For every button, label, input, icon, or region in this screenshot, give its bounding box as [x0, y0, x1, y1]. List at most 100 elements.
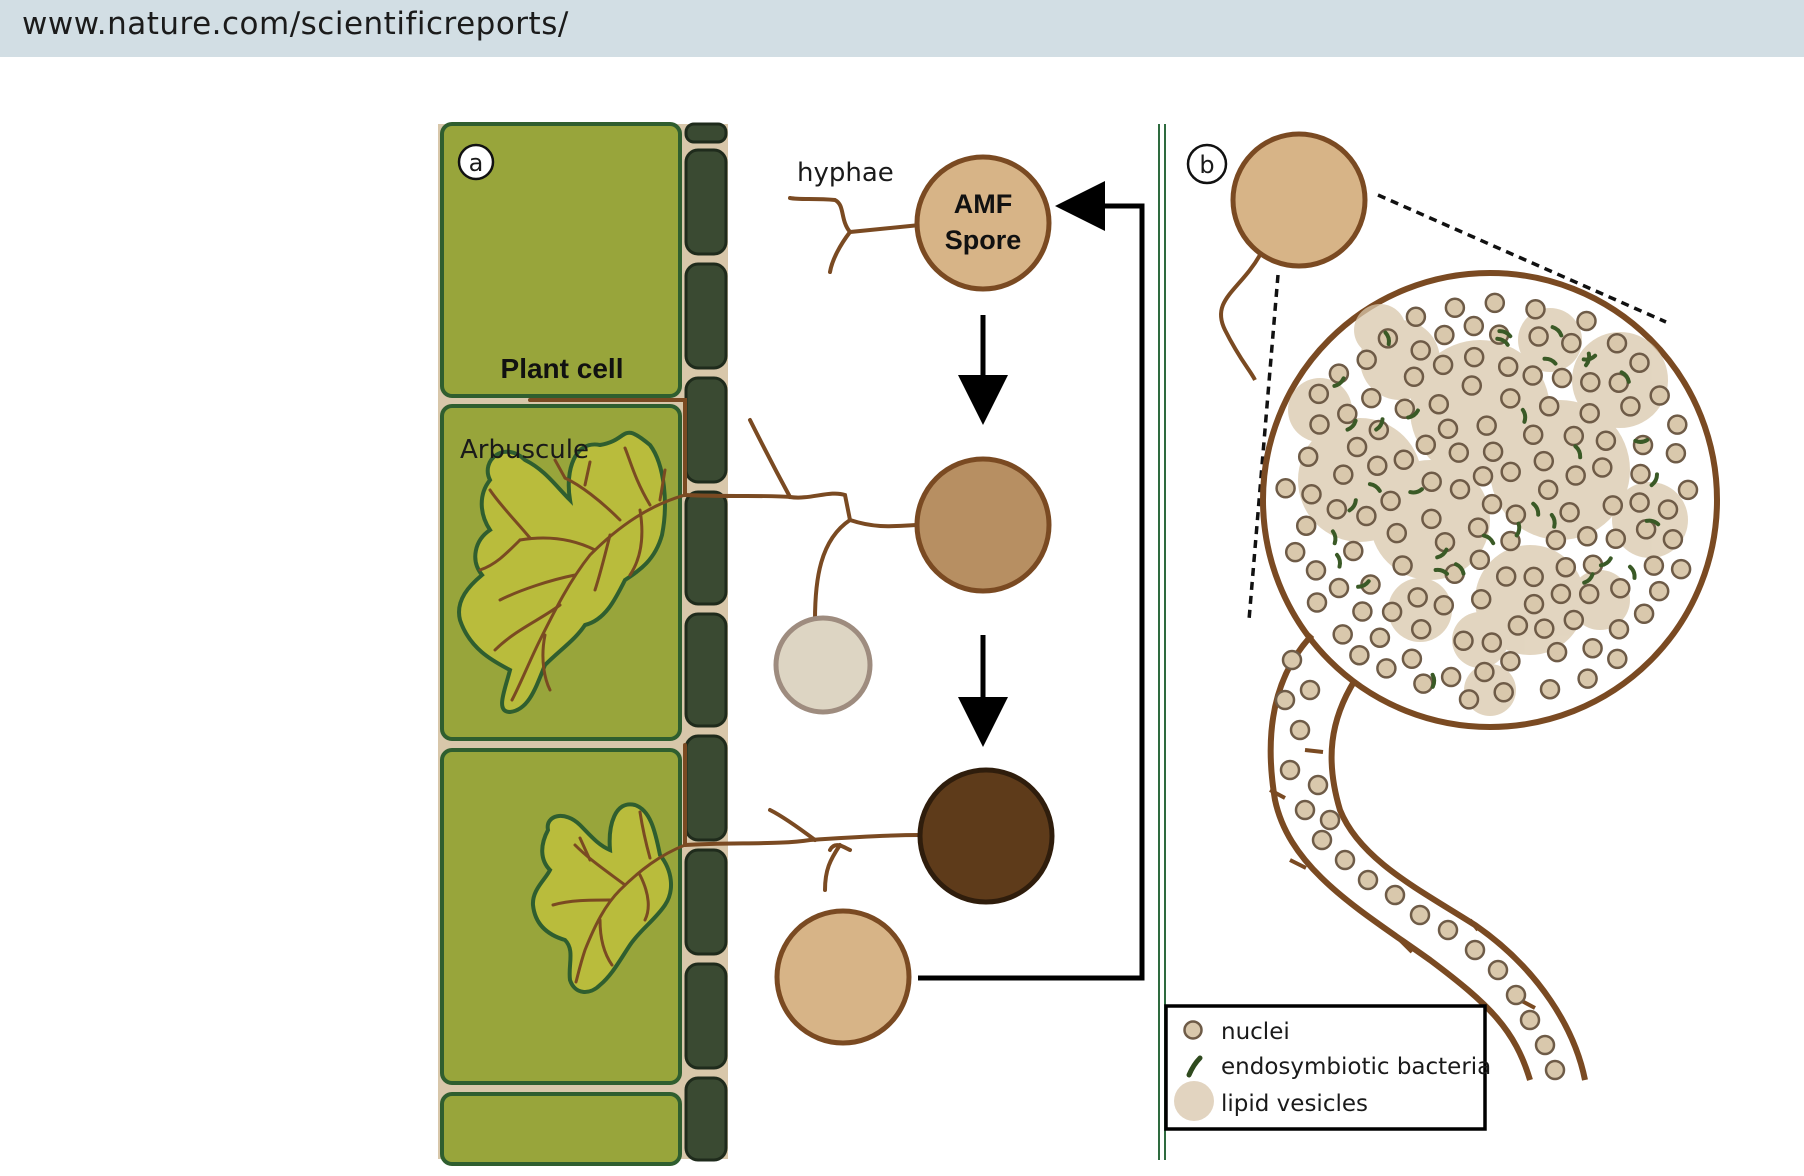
bacterium — [1531, 501, 1541, 517]
amf-spore — [914, 154, 1052, 292]
nucleus — [1461, 375, 1483, 396]
legend-box — [1164, 1004, 1487, 1131]
nucleus — [1561, 332, 1582, 354]
nucleus — [1665, 443, 1687, 464]
panel-b: b — [1164, 131, 1720, 1131]
bacterium — [1435, 547, 1449, 560]
bacterium — [1330, 529, 1338, 546]
panel-a-badge — [457, 143, 495, 181]
nucleus — [1384, 884, 1406, 906]
bacterium — [1335, 552, 1342, 569]
nucleus — [1632, 434, 1654, 456]
bacterium — [1644, 518, 1661, 527]
nucleus — [1401, 648, 1423, 670]
tube-wall-left — [1267, 632, 1533, 1081]
nucleus — [1493, 682, 1514, 703]
bacterium — [1582, 572, 1595, 585]
nucleus — [1346, 436, 1368, 458]
nucleus — [1305, 560, 1327, 581]
bacterium — [1383, 330, 1391, 347]
spore-maturing — [914, 456, 1052, 594]
plant-cell-1 — [440, 122, 682, 398]
nucleus — [1464, 939, 1486, 961]
nucleus — [1528, 326, 1549, 347]
bacterium — [1495, 336, 1510, 347]
bacterium — [1550, 325, 1564, 338]
nuclei-group — [1274, 292, 1699, 1081]
nucleus — [1539, 678, 1561, 700]
spore-pale — [773, 615, 873, 715]
nucleus — [1392, 555, 1413, 576]
nucleus — [1410, 340, 1431, 361]
plant-cell-4 — [440, 1092, 682, 1166]
nucleus — [1474, 661, 1495, 683]
bacterium — [1581, 353, 1598, 362]
nucleus — [1299, 679, 1321, 701]
bacterium — [1497, 329, 1513, 339]
nucleus — [1437, 919, 1459, 941]
nucleus — [1534, 1034, 1556, 1056]
bacterium — [1619, 370, 1631, 384]
nucleus — [1500, 388, 1521, 409]
nucleus — [1472, 465, 1494, 487]
nucleus — [1522, 365, 1543, 386]
bacterium — [1514, 521, 1522, 538]
nucleus — [1579, 402, 1600, 424]
nucleus — [1369, 627, 1391, 648]
nucleus — [1500, 461, 1521, 483]
nucleus — [1481, 632, 1503, 653]
nucleus — [1577, 668, 1598, 689]
nucleus — [1352, 601, 1373, 622]
panel-b-badge — [1186, 143, 1228, 185]
bacterium — [1345, 418, 1358, 432]
legend-bacteria-symbol — [1186, 1055, 1203, 1078]
top-bar: www.nature.com/scientificreports/ — [0, 0, 1804, 57]
nucleus — [1505, 504, 1527, 525]
bacterium — [1433, 567, 1449, 576]
nucleus — [1482, 441, 1504, 462]
nucleus — [1578, 583, 1600, 605]
nucleus — [1301, 484, 1322, 505]
nucleus — [1295, 515, 1317, 536]
bacterium — [1406, 408, 1420, 420]
nucleus — [1289, 719, 1311, 741]
nucleus — [1410, 619, 1432, 640]
nucleus — [1367, 455, 1388, 476]
nucleus — [1630, 463, 1651, 485]
bacterium — [1598, 556, 1613, 568]
nucleus — [1428, 393, 1450, 415]
nucleus — [1361, 387, 1382, 409]
nucleus — [1538, 396, 1560, 417]
nucleus — [1444, 297, 1466, 319]
nucleus — [1607, 648, 1628, 670]
nucleus — [1582, 637, 1603, 659]
nucleus — [1393, 449, 1415, 471]
nucleus — [1551, 367, 1573, 389]
nucleus — [1334, 849, 1356, 871]
nucleus — [1677, 479, 1699, 501]
nucleus — [1294, 799, 1316, 821]
nucleus — [1407, 587, 1428, 608]
nucleus — [1525, 299, 1546, 320]
nucleus — [1487, 959, 1509, 981]
nucleus — [1332, 624, 1353, 645]
nucleus — [1284, 541, 1306, 563]
nucleus — [1328, 577, 1350, 599]
nucleus — [1376, 658, 1397, 679]
legend-nuclei-symbol — [1183, 1020, 1203, 1040]
nucleus — [1403, 366, 1425, 388]
nucleus — [1421, 471, 1442, 492]
nucleus — [1657, 499, 1679, 520]
bacterium — [1633, 438, 1650, 444]
nucleus — [1533, 450, 1555, 472]
panel-a-label: a — [469, 149, 484, 177]
nucleus — [1380, 490, 1401, 512]
arbuscule-2 — [530, 802, 673, 994]
nucleus — [1409, 904, 1431, 926]
arrow-cycle-back — [918, 181, 1145, 981]
small-spore-hypha — [1218, 254, 1262, 381]
septa — [1269, 748, 1536, 1010]
journal-url[interactable]: www.nature.com/scientificreports/ — [22, 6, 569, 42]
nucleus — [1608, 618, 1630, 640]
